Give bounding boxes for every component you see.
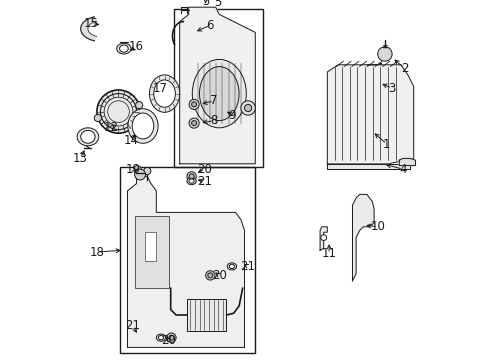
- Ellipse shape: [227, 263, 236, 270]
- Circle shape: [244, 104, 251, 112]
- Circle shape: [166, 333, 176, 342]
- Text: 12: 12: [103, 121, 119, 134]
- Text: 20: 20: [211, 269, 226, 282]
- Polygon shape: [81, 17, 97, 41]
- Text: 13: 13: [72, 152, 87, 165]
- Ellipse shape: [117, 43, 131, 54]
- Ellipse shape: [229, 264, 234, 269]
- Text: 8: 8: [210, 114, 217, 127]
- Text: 7: 7: [210, 94, 217, 107]
- Circle shape: [134, 169, 145, 180]
- Text: 21: 21: [125, 319, 140, 332]
- Circle shape: [143, 167, 151, 175]
- Ellipse shape: [77, 128, 99, 146]
- Text: 21: 21: [240, 260, 255, 273]
- Circle shape: [320, 235, 326, 240]
- Text: 15: 15: [84, 17, 99, 30]
- Polygon shape: [326, 65, 413, 164]
- Circle shape: [135, 102, 142, 109]
- Circle shape: [189, 174, 194, 179]
- Ellipse shape: [158, 336, 163, 340]
- Text: 16: 16: [129, 40, 143, 53]
- Polygon shape: [399, 158, 415, 166]
- Ellipse shape: [189, 118, 199, 128]
- Text: 14: 14: [123, 134, 138, 147]
- Text: 1: 1: [382, 138, 389, 150]
- Ellipse shape: [132, 113, 153, 139]
- Text: 11: 11: [321, 247, 336, 260]
- Ellipse shape: [192, 59, 246, 128]
- Polygon shape: [352, 194, 373, 281]
- Polygon shape: [127, 176, 244, 347]
- Bar: [174, 9, 262, 167]
- Text: 5: 5: [202, 0, 209, 8]
- Text: 21: 21: [197, 175, 212, 188]
- Polygon shape: [320, 227, 326, 250]
- Ellipse shape: [156, 334, 165, 341]
- Text: 5: 5: [214, 0, 222, 9]
- Ellipse shape: [153, 80, 175, 107]
- Ellipse shape: [191, 121, 196, 126]
- Text: 2: 2: [400, 62, 407, 75]
- Polygon shape: [326, 160, 409, 169]
- Circle shape: [97, 90, 140, 133]
- Circle shape: [205, 271, 215, 280]
- Text: 18: 18: [89, 246, 104, 258]
- Circle shape: [377, 47, 391, 61]
- Circle shape: [168, 335, 174, 340]
- Ellipse shape: [149, 75, 179, 112]
- Bar: [120, 167, 255, 353]
- Circle shape: [241, 101, 255, 115]
- Ellipse shape: [199, 67, 239, 121]
- Bar: [134, 216, 168, 288]
- Circle shape: [134, 166, 141, 173]
- Text: 3: 3: [387, 82, 395, 95]
- Ellipse shape: [191, 102, 196, 107]
- Ellipse shape: [186, 177, 196, 185]
- Ellipse shape: [120, 45, 128, 52]
- Text: 17: 17: [152, 82, 167, 95]
- Bar: [145, 232, 156, 261]
- Polygon shape: [179, 7, 255, 164]
- Text: 20: 20: [161, 334, 176, 347]
- Text: 20: 20: [197, 163, 212, 176]
- Ellipse shape: [127, 109, 158, 143]
- Circle shape: [186, 172, 196, 181]
- Text: 6: 6: [206, 19, 214, 32]
- Ellipse shape: [81, 130, 95, 143]
- Ellipse shape: [189, 179, 194, 183]
- Circle shape: [94, 114, 101, 122]
- Text: 19: 19: [125, 163, 140, 176]
- Ellipse shape: [189, 99, 199, 109]
- Text: 10: 10: [369, 220, 385, 233]
- Circle shape: [207, 273, 212, 278]
- Bar: [186, 299, 226, 331]
- Text: 4: 4: [398, 163, 406, 176]
- Text: 9: 9: [228, 109, 235, 122]
